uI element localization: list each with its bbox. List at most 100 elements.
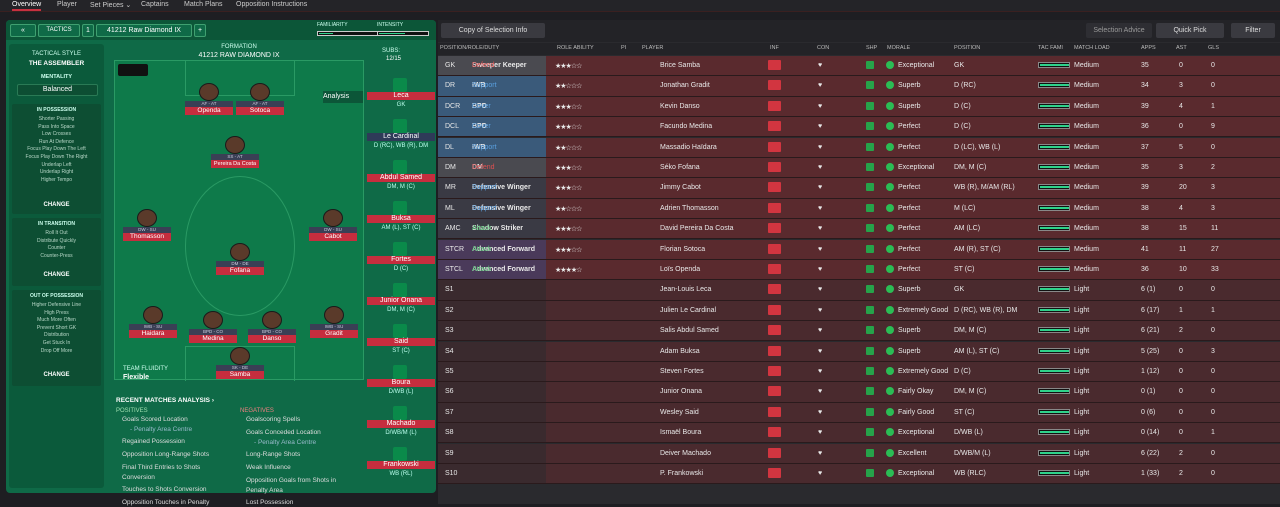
player-name[interactable]: Kevin Danso xyxy=(660,102,700,110)
position-cell[interactable]: DCL BPD Cover xyxy=(438,117,546,137)
table-row[interactable]: STCL Advanced Forward Attack ★★★★☆ Loïs Open… xyxy=(438,260,1280,281)
add-tactic-button[interactable]: + xyxy=(194,24,206,37)
tactic-slot[interactable]: 1 xyxy=(82,24,94,37)
position-cell[interactable]: S8 xyxy=(438,423,546,443)
player-name[interactable]: Jimmy Cabot xyxy=(660,184,701,192)
player-name[interactable]: Ismaël Boura xyxy=(660,429,702,437)
pitch-player-sotoca[interactable]: AF - AT Sotoca xyxy=(236,83,284,115)
col-inf[interactable]: INF xyxy=(770,45,779,51)
sub-fortes[interactable]: Fortes D (C) xyxy=(367,240,437,276)
player-name[interactable]: Steven Fortes xyxy=(660,368,704,375)
table-row[interactable]: S9 Deiver Machado ♥ Excellent D/WB/M (L) Ligh… xyxy=(438,443,1280,464)
table-row[interactable]: S10 P. Frankowski ♥ Exceptional WB (RLC) Ligh… xyxy=(438,464,1280,485)
position-cell[interactable]: S6 xyxy=(438,382,546,402)
pitch-player-fofana[interactable]: DM - DE Fofana xyxy=(216,243,264,275)
table-row[interactable]: S6 Junior Onana ♥ Fairly Okay DM, M (C) Light… xyxy=(438,382,1280,403)
pitch-player-thomasson[interactable]: DW - SU Thomasson xyxy=(123,209,171,241)
position-cell[interactable]: AMC Shadow Striker Attack xyxy=(438,219,546,239)
sub-frankowski[interactable]: Frankowski WB (RL) xyxy=(367,445,437,481)
col-shp[interactable]: SHP xyxy=(866,45,878,51)
player-name[interactable]: Massadio Haïdara xyxy=(660,143,717,151)
table-row[interactable]: AMC Shadow Striker Attack ★★★☆☆ David Pereir… xyxy=(438,219,1280,240)
col-tac-fami[interactable]: TAC FAMI xyxy=(1038,45,1063,51)
analysis-button[interactable]: Analysis xyxy=(323,91,363,103)
col-position[interactable]: POSITION xyxy=(954,45,981,51)
view-toggle[interactable] xyxy=(118,64,148,76)
col-morale[interactable]: MORALE xyxy=(887,45,911,51)
table-row[interactable]: DCL BPD Cover ★★★☆☆ Facundo Medina ♥ Perfect D … xyxy=(438,117,1280,138)
tab-captains[interactable]: Captains xyxy=(141,1,169,8)
player-name[interactable]: Loïs Openda xyxy=(660,266,701,273)
player-name[interactable]: Junior Onana xyxy=(660,388,703,396)
sub-machado[interactable]: Machado D/WB/M (L) xyxy=(367,404,437,440)
position-cell[interactable]: S9 xyxy=(438,443,546,463)
table-row[interactable]: STCR Advanced Forward Attack ★★★☆☆ Florian S… xyxy=(438,239,1280,260)
position-cell[interactable]: DL IWB Support xyxy=(438,137,546,157)
in-possession-change-button[interactable]: CHANGE xyxy=(43,202,70,208)
col-apps[interactable]: APPS xyxy=(1141,45,1156,51)
pitch-player-samba[interactable]: SK - DE Samba xyxy=(216,347,264,379)
position-cell[interactable]: S1 xyxy=(438,280,546,300)
table-row[interactable]: S2 Julien Le Cardinal ♥ Extremely Good D (RC… xyxy=(438,300,1280,322)
player-name[interactable]: Adam Buksa xyxy=(660,347,700,355)
col-position-role-duty[interactable]: POSITION/ROLE/DUTY xyxy=(440,45,500,51)
sub-le-cardinal[interactable]: Le Cardinal D (RC), WB (R), DM xyxy=(367,117,437,153)
recent-title[interactable]: RECENT MATCHES ANALYSIS › xyxy=(116,397,214,404)
position-cell[interactable]: STCR Advanced Forward Attack xyxy=(438,239,546,259)
table-row[interactable]: S8 Ismaël Boura ♥ Exceptional D/WB (L) Light 0… xyxy=(438,423,1280,444)
col-gls[interactable]: GLS xyxy=(1208,45,1220,51)
table-row[interactable]: MR Defensive Winger Support ★★★☆☆ Jimmy Cabo… xyxy=(438,178,1280,199)
table-row[interactable]: S7 Wesley Said ♥ Fairly Good ST (C) Light 0 (6… xyxy=(438,402,1280,424)
tab-opposition-instructions[interactable]: Opposition Instructions xyxy=(236,1,308,8)
back-button[interactable]: « xyxy=(10,24,36,37)
tactical-style-value[interactable]: THE ASSEMBLER xyxy=(28,60,85,67)
pitch-player-cabot[interactable]: DW - SU Cabot xyxy=(309,209,357,241)
col-ast[interactable]: AST xyxy=(1176,45,1187,51)
table-row[interactable]: S3 Salis Abdul Samed ♥ Superb DM, M (C) Light… xyxy=(438,321,1280,342)
player-name[interactable]: Deiver Machado xyxy=(660,449,711,457)
position-cell[interactable]: S5 xyxy=(438,362,546,382)
position-cell[interactable]: S7 xyxy=(438,402,546,423)
table-row[interactable]: DR IWB Support ★★☆☆☆ Jonathan Gradit ♥ Superb D… xyxy=(438,76,1280,97)
position-cell[interactable]: MR Defensive Winger Support xyxy=(438,178,546,198)
player-name[interactable]: Jean-Louis Leca xyxy=(660,286,712,294)
quick-pick-button[interactable]: Quick Pick xyxy=(1156,23,1224,38)
table-row[interactable]: DCR BPD Cover ★★★☆☆ Kevin Danso ♥ Superb D (C) M… xyxy=(438,96,1280,118)
tab-match-plans[interactable]: Match Plans xyxy=(184,1,223,8)
sub-boura[interactable]: Boura D/WB (L) xyxy=(367,363,437,399)
table-row[interactable]: S1 Jean-Louis Leca ♥ Superb GK Light 6 (1) 0 0 xyxy=(438,280,1280,301)
pitch-player-medina[interactable]: BPD - CO Medina xyxy=(189,311,237,343)
player-name[interactable]: Brice Samba xyxy=(660,62,701,69)
pitch-player-danso[interactable]: BPD - CO Danso xyxy=(248,311,296,343)
position-cell[interactable]: S4 xyxy=(438,341,546,361)
col-con[interactable]: CON xyxy=(817,45,830,51)
player-name[interactable]: Florian Sotoca xyxy=(660,245,706,253)
table-row[interactable]: S4 Adam Buksa ♥ Superb AM (L), ST (C) Light 5 … xyxy=(438,341,1280,362)
player-name[interactable]: Julien Le Cardinal xyxy=(660,306,717,314)
table-row[interactable]: DL IWB Support ★★☆☆☆ Massadio Haïdara ♥ Perfec… xyxy=(438,137,1280,158)
player-name[interactable]: P. Frankowski xyxy=(660,470,704,477)
mentality-select[interactable]: Balanced xyxy=(17,84,98,96)
filter-button[interactable]: Filter xyxy=(1231,23,1275,38)
tactic-select[interactable]: 41212 Raw Diamond IX xyxy=(96,24,192,37)
table-row[interactable]: S5 Steven Fortes ♥ Extremely Good D (C) Light… xyxy=(438,362,1280,383)
position-cell[interactable]: ML Defensive Winger Support xyxy=(438,198,546,219)
formation-name[interactable]: 41212 RAW DIAMOND IX xyxy=(198,52,280,59)
tab-overview[interactable]: Overview xyxy=(12,1,42,11)
out-of-possession-change-button[interactable]: CHANGE xyxy=(43,372,70,378)
sub-junior-onana[interactable]: Junior Onana DM, M (C) xyxy=(367,281,437,317)
player-name[interactable]: Wesley Said xyxy=(660,408,699,416)
position-cell[interactable]: STCL Advanced Forward Attack xyxy=(438,260,546,280)
col-match-load[interactable]: MATCH LOAD xyxy=(1074,45,1110,51)
sub-abdul-samed[interactable]: Abdul Samed DM, M (C) xyxy=(367,158,437,194)
selection-advice-button[interactable]: Selection Advice xyxy=(1086,23,1152,38)
pitch-player-gradit[interactable]: IWB - SU Gradit xyxy=(310,306,358,338)
in-transition-change-button[interactable]: CHANGE xyxy=(43,272,70,278)
table-row[interactable]: ML Defensive Winger Support ★★☆☆☆ Adrien Tho… xyxy=(438,198,1280,220)
position-cell[interactable]: S10 xyxy=(438,464,546,484)
position-cell[interactable]: DM DM Defend xyxy=(438,158,546,178)
pitch-player-pereira-da-costa[interactable]: SS - AT Pereira Da Costa xyxy=(211,136,259,168)
view-select[interactable]: Copy of Selection Info xyxy=(441,23,545,38)
position-cell[interactable]: DCR BPD Cover xyxy=(438,96,546,117)
player-name[interactable]: Salis Abdul Samed xyxy=(660,327,719,335)
